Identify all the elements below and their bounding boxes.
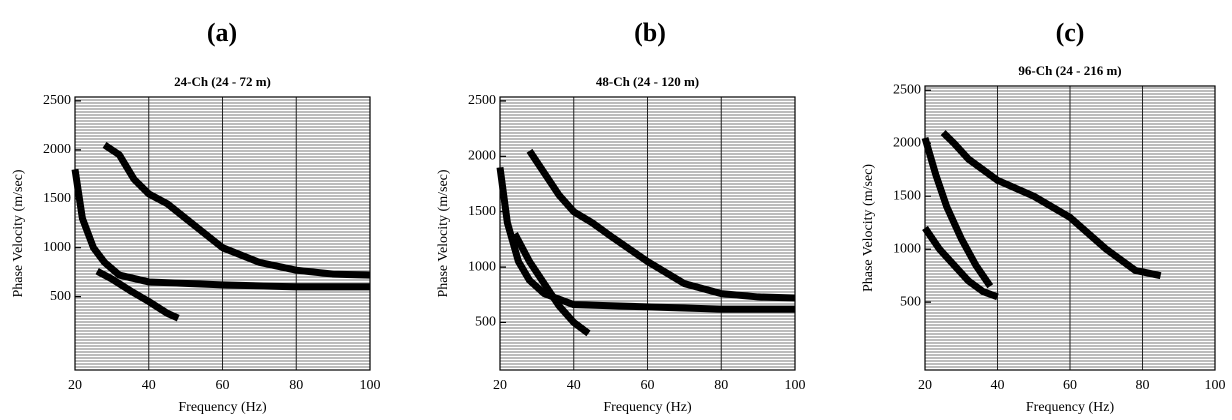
x-axis-label: Frequency (Hz) xyxy=(178,400,267,415)
y-tick-label: 1000 xyxy=(468,259,496,274)
x-tick-label: 80 xyxy=(714,378,728,393)
y-tick-label: 2500 xyxy=(893,82,921,97)
x-tick-label: 60 xyxy=(641,378,655,393)
y-tick-label: 2000 xyxy=(43,142,71,157)
chart-title: 24-Ch (24 - 72 m) xyxy=(174,74,271,89)
x-tick-label: 20 xyxy=(493,378,507,393)
panel-label: (a) xyxy=(207,18,237,47)
panel-label: (b) xyxy=(634,18,666,47)
y-tick-label: 1500 xyxy=(43,191,71,206)
x-tick-label: 20 xyxy=(68,378,82,393)
x-tick-label: 100 xyxy=(360,378,381,393)
x-axis-label: Frequency (Hz) xyxy=(603,400,692,415)
plot-frame xyxy=(924,85,1216,371)
x-tick-label: 40 xyxy=(567,378,581,393)
y-tick-label: 1000 xyxy=(893,241,921,256)
x-tick-label: 100 xyxy=(1205,378,1226,393)
y-tick-label: 2000 xyxy=(893,135,921,150)
x-tick-label: 60 xyxy=(216,378,230,393)
y-tick-label: 1500 xyxy=(893,188,921,203)
y-tick-label: 500 xyxy=(50,289,71,304)
y-tick-label: 2000 xyxy=(468,149,496,164)
y-axis-label: Phase Velocity (m/sec) xyxy=(11,169,26,297)
chart-title: 96-Ch (24 - 216 m) xyxy=(1018,63,1121,78)
y-tick-label: 2500 xyxy=(468,93,496,108)
y-tick-label: 2500 xyxy=(43,93,71,108)
plot-frame xyxy=(499,96,796,371)
dispersion-curve xyxy=(71,168,370,291)
x-tick-label: 40 xyxy=(142,378,156,393)
x-tick-label: 60 xyxy=(1063,378,1077,393)
dispersion-curve xyxy=(511,232,591,337)
dispersion-curve xyxy=(526,148,796,302)
x-tick-label: 100 xyxy=(785,378,806,393)
x-axis-label: Frequency (Hz) xyxy=(1026,400,1115,415)
dispersion-curve xyxy=(95,268,180,322)
dispersion-curve xyxy=(496,166,795,313)
dispersion-curve xyxy=(102,142,371,279)
y-tick-label: 500 xyxy=(900,294,921,309)
plot-frame xyxy=(74,96,371,371)
y-tick-label: 1500 xyxy=(468,204,496,219)
y-axis-label: Phase Velocity (m/sec) xyxy=(861,164,876,292)
y-tick-label: 500 xyxy=(475,315,496,330)
x-tick-label: 80 xyxy=(1136,378,1150,393)
dispersion-curve xyxy=(921,136,994,289)
panel-label: (c) xyxy=(1056,18,1085,47)
dispersion-curve xyxy=(940,130,1162,280)
dispersion-curve xyxy=(922,226,999,301)
x-tick-label: 80 xyxy=(289,378,303,393)
chart-title: 48-Ch (24 - 120 m) xyxy=(596,74,699,89)
y-axis-label: Phase Velocity (m/sec) xyxy=(436,169,451,297)
y-tick-label: 1000 xyxy=(43,240,71,255)
x-tick-label: 20 xyxy=(918,378,932,393)
x-tick-label: 40 xyxy=(991,378,1005,393)
